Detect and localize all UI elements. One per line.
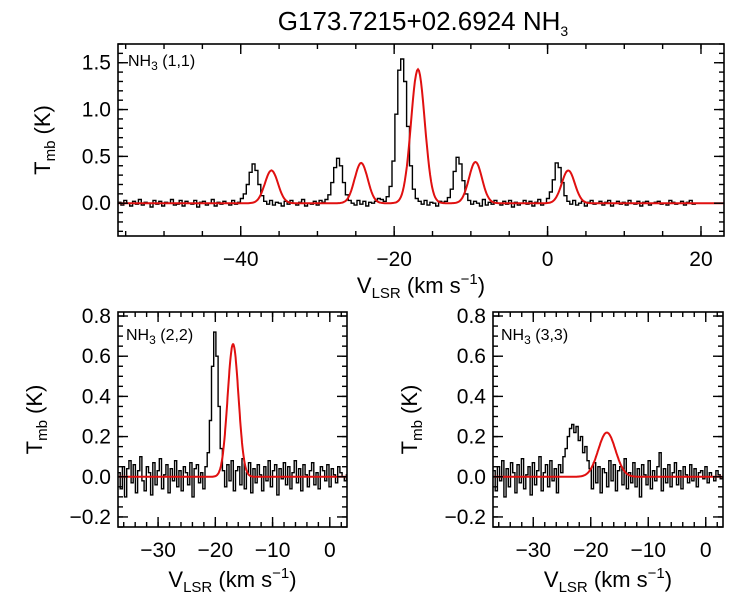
x-tick-label: 0 <box>700 539 712 562</box>
y-tick-label: 0.0 <box>457 466 486 489</box>
data-spectrum <box>118 58 699 208</box>
fit-curve <box>118 67 724 205</box>
y-tick-label: 1.5 <box>82 52 111 75</box>
x-tick-label: −30 <box>515 539 551 562</box>
x-tick-label: 0 <box>324 539 336 562</box>
y-tick-label: 0.4 <box>82 385 112 408</box>
y-axis-label: Tmb (K) <box>397 385 426 455</box>
plot-frame <box>117 43 725 237</box>
x-tick-label: 0 <box>542 248 554 271</box>
x-axis-label: VLSR (km s−1) <box>544 565 672 596</box>
x-tick-label: −30 <box>140 539 176 562</box>
y-tick-label: 0.2 <box>457 426 486 449</box>
plot-frame <box>492 311 724 528</box>
data-spectrum <box>493 423 723 498</box>
y-tick-label: −0.2 <box>70 506 111 529</box>
x-tick-label: 20 <box>689 248 712 271</box>
y-tick-label: 0.5 <box>82 145 111 168</box>
plot-area <box>493 423 723 498</box>
y-tick-label: 0.0 <box>82 466 111 489</box>
y-tick-label: 0.4 <box>457 385 487 408</box>
y-tick-label: 0.6 <box>457 345 486 368</box>
y-tick-label: 0.0 <box>82 192 111 215</box>
x-tick-label: −20 <box>198 539 234 562</box>
fit-curve <box>493 431 723 478</box>
x-tick-label: −20 <box>376 248 412 271</box>
transition-label: NH3 (1,1) <box>128 53 195 73</box>
figure-title: G173.7215+02.6924 NH3 <box>278 6 569 39</box>
transition-label: NH3 (2,2) <box>126 327 193 347</box>
y-tick-label: 1.0 <box>82 99 111 122</box>
x-tick-label: −40 <box>223 248 259 271</box>
y-tick-label: −0.2 <box>445 506 486 529</box>
panel-nh3-22: −30 −20 −10 0 −0.2 0.0 0.2 0.4 0.6 0.8 VLSR (km s−… <box>22 305 348 596</box>
y-axis-label: Tmb (K) <box>30 105 59 175</box>
plot-area <box>118 58 724 208</box>
x-axis-label: VLSR (km s−1) <box>168 565 296 596</box>
y-tick-label: 0.2 <box>82 426 111 449</box>
panel-nh3-33: −30 −20 −10 0 −0.2 0.0 0.2 0.4 0.6 0.8 VLSR (km s−… <box>397 305 724 596</box>
x-tick-label: −10 <box>630 539 666 562</box>
transition-label: NH3 (3,3) <box>501 327 568 347</box>
x-tick-label: −20 <box>573 539 609 562</box>
x-tick-label: −10 <box>255 539 291 562</box>
y-tick-label: 0.8 <box>457 305 486 328</box>
data-spectrum <box>118 331 347 498</box>
plot-frame <box>117 311 348 528</box>
plot-area <box>118 331 347 498</box>
panel-nh3-11: −40 −20 0 20 0.0 0.5 1.0 1.5 VLSR (km s−1) Tmb (K… <box>30 43 725 302</box>
y-tick-label: 0.6 <box>82 345 111 368</box>
fit-curve <box>118 343 347 478</box>
x-axis-label: VLSR (km s−1) <box>357 271 485 302</box>
y-axis-label: Tmb (K) <box>22 385 51 455</box>
y-tick-label: 0.8 <box>82 305 111 328</box>
